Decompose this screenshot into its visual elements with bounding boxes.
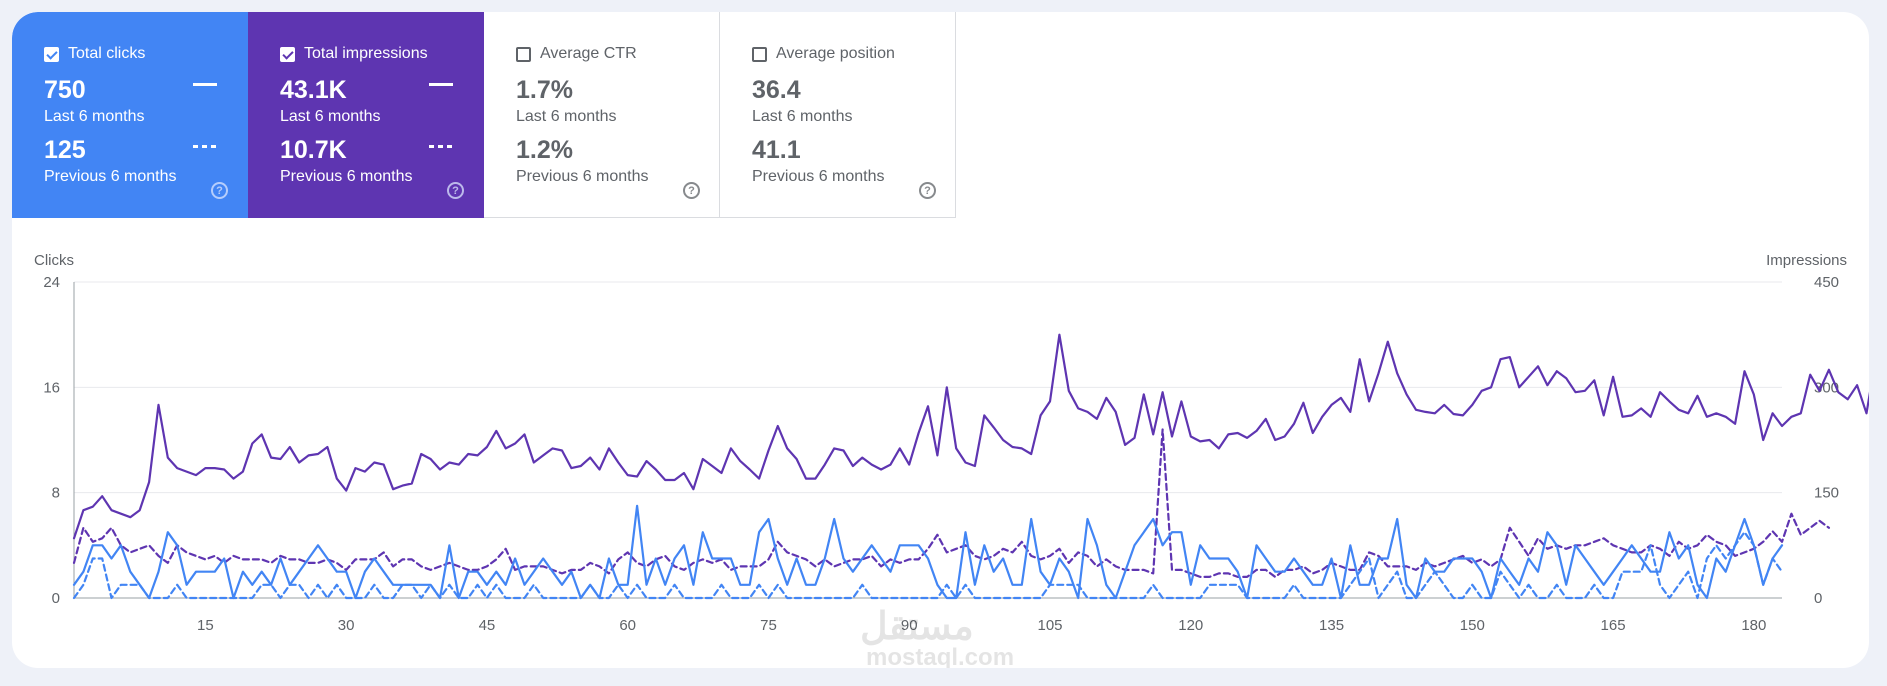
x-axis-tick-label: 120 — [1178, 617, 1203, 634]
right-axis-tick-label: 450 — [1814, 274, 1839, 291]
metric-cards: Total clicks 750 Last 6 months 125 Previ… — [12, 12, 956, 218]
performance-chart: 0 8 16 24 0 150 300 450 15 30 45 60 75 90 105 120 135 150… — [43, 274, 1869, 634]
metric-label: Total impressions — [304, 45, 428, 62]
x-axis-tick-label: 165 — [1601, 617, 1626, 634]
x-axis-tick-label: 150 — [1460, 617, 1485, 634]
metric-previous-value: 125 — [44, 136, 86, 164]
metric-label: Average CTR — [540, 45, 637, 62]
metric-current-label: Last 6 months — [280, 108, 381, 125]
metric-card-average-position[interactable]: Average position 36.4 Last 6 months 41.1… — [720, 12, 956, 218]
x-axis-tick-label: 45 — [479, 617, 496, 634]
metric-current-value: 43.1K — [280, 76, 347, 104]
x-axis-tick-label: 180 — [1741, 617, 1766, 634]
metric-previous-value: 41.1 — [752, 136, 801, 164]
metric-current-value: 1.7% — [516, 76, 573, 104]
left-axis-title: Clicks — [34, 252, 74, 269]
checkbox-checked-icon[interactable] — [44, 46, 59, 62]
checkbox-unchecked-icon[interactable] — [516, 46, 531, 62]
metric-current-label: Last 6 months — [44, 108, 145, 125]
metric-current-label: Last 6 months — [752, 108, 853, 125]
metric-current-value: 36.4 — [752, 76, 801, 104]
right-axis-tick-label: 150 — [1814, 485, 1839, 502]
metric-label: Average position — [776, 45, 895, 62]
checkbox-checked-icon[interactable] — [280, 46, 295, 62]
metric-card-header: Average position — [752, 45, 895, 63]
dashed-line-legend-icon — [193, 145, 217, 148]
left-axis-tick-label: 16 — [43, 379, 60, 396]
help-icon[interactable]: ? — [211, 182, 228, 199]
left-axis-tick-label: 0 — [52, 590, 60, 607]
right-axis-tick-label: 0 — [1814, 590, 1822, 607]
clicks-current-series-line — [72, 504, 1784, 600]
metric-card-average-ctr[interactable]: Average CTR 1.7% Last 6 months 1.2% Prev… — [484, 12, 720, 218]
metric-previous-value: 10.7K — [280, 136, 347, 164]
x-axis-tick-label: 135 — [1319, 617, 1344, 634]
x-axis-tick-label: 90 — [901, 617, 918, 634]
metric-label: Total clicks — [68, 45, 146, 62]
metric-card-header: Total clicks — [44, 45, 145, 63]
left-axis-tick-label: 8 — [52, 485, 60, 502]
impressions-previous-series-line — [72, 428, 1831, 579]
checkbox-unchecked-icon[interactable] — [752, 46, 767, 62]
metric-previous-label: Previous 6 months — [516, 168, 649, 185]
metric-current-value: 750 — [44, 76, 86, 104]
x-axis-tick-label: 15 — [197, 617, 214, 634]
x-axis-tick-label: 105 — [1037, 617, 1062, 634]
dashed-line-legend-icon — [429, 145, 453, 148]
left-axis-tick-label: 24 — [43, 274, 60, 291]
watermark-latin: mostaql.com — [866, 644, 1015, 668]
metric-current-label: Last 6 months — [516, 108, 617, 125]
right-axis-tick-label: 300 — [1814, 379, 1839, 396]
impressions-current-series-line — [72, 333, 1869, 540]
metric-card-total-impressions[interactable]: Total impressions 43.1K Last 6 months 10… — [248, 12, 484, 218]
metric-card-header: Average CTR — [516, 45, 637, 63]
help-icon[interactable]: ? — [447, 182, 464, 199]
metric-previous-label: Previous 6 months — [280, 168, 413, 185]
metric-previous-label: Previous 6 months — [44, 168, 177, 185]
right-axis-title: Impressions — [1766, 252, 1847, 269]
performance-panel: Total clicks 750 Last 6 months 125 Previ… — [12, 12, 1869, 668]
solid-line-legend-icon — [429, 83, 453, 86]
clicks-previous-series-line — [72, 531, 1784, 600]
help-icon[interactable]: ? — [683, 182, 700, 199]
metric-previous-value: 1.2% — [516, 136, 573, 164]
x-axis-tick-label: 75 — [760, 617, 777, 634]
x-axis-tick-label: 30 — [338, 617, 355, 634]
metric-card-total-clicks[interactable]: Total clicks 750 Last 6 months 125 Previ… — [12, 12, 248, 218]
help-icon[interactable]: ? — [919, 182, 936, 199]
solid-line-legend-icon — [193, 83, 217, 86]
metric-previous-label: Previous 6 months — [752, 168, 885, 185]
metric-card-header: Total impressions — [280, 45, 428, 63]
x-axis-tick-label: 60 — [619, 617, 636, 634]
watermark-arabic: مستقل — [860, 606, 974, 648]
